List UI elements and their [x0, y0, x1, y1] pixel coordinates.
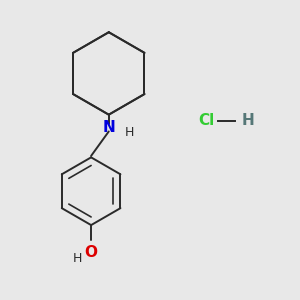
Text: Cl: Cl	[199, 113, 215, 128]
Text: N: N	[102, 120, 115, 135]
Text: O: O	[85, 245, 98, 260]
Text: H: H	[125, 126, 134, 139]
Text: H: H	[73, 252, 83, 266]
Text: H: H	[241, 113, 254, 128]
